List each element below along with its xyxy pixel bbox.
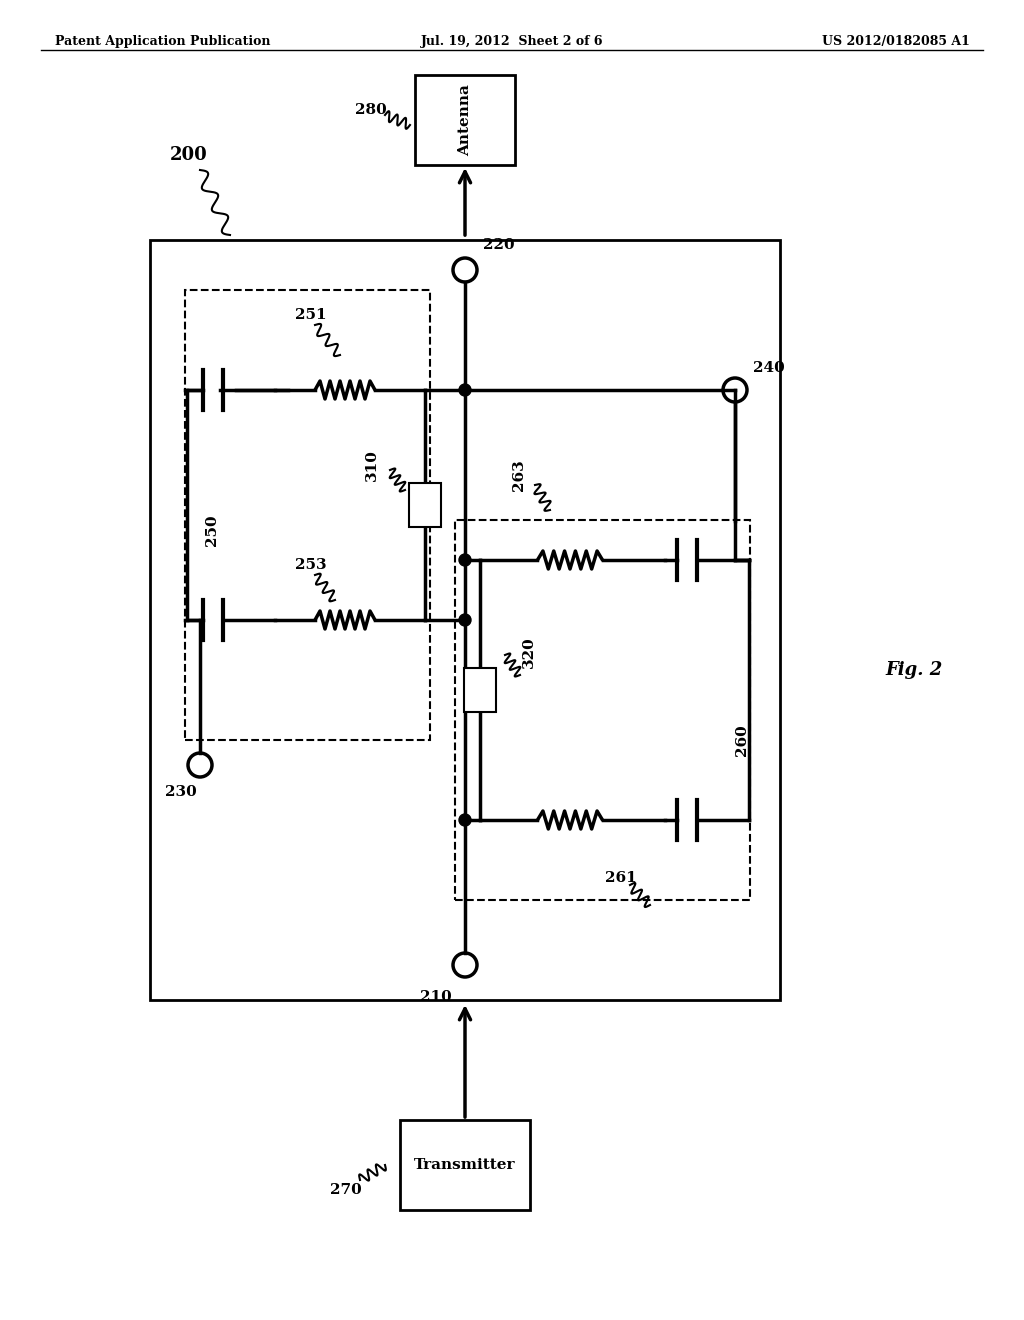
Text: US 2012/0182085 A1: US 2012/0182085 A1 (822, 36, 970, 48)
Bar (400, 1119, 530, 1210)
Text: Jul. 19, 2012  Sheet 2 of 6: Jul. 19, 2012 Sheet 2 of 6 (421, 36, 603, 48)
Circle shape (459, 814, 471, 826)
Text: 251: 251 (295, 308, 327, 322)
Text: 260: 260 (735, 725, 749, 756)
Text: 320: 320 (522, 636, 536, 668)
Bar (150, 240, 780, 1001)
Text: Antenna: Antenna (458, 84, 472, 156)
Text: 200: 200 (170, 147, 208, 164)
Text: 270: 270 (330, 1183, 361, 1197)
Text: Transmitter: Transmitter (415, 1158, 516, 1172)
Bar (409, 483, 441, 527)
Text: 280: 280 (355, 103, 387, 117)
Text: 250: 250 (205, 515, 219, 545)
Text: 263: 263 (512, 459, 526, 491)
Text: 261: 261 (605, 871, 637, 884)
Text: 310: 310 (365, 449, 379, 480)
Text: Patent Application Publication: Patent Application Publication (55, 36, 270, 48)
Text: 240: 240 (753, 360, 784, 375)
Bar (464, 668, 496, 711)
Circle shape (459, 614, 471, 626)
Text: 220: 220 (483, 238, 515, 252)
Text: 230: 230 (165, 785, 197, 799)
Bar (455, 520, 750, 900)
Circle shape (459, 384, 471, 396)
Text: 210: 210 (420, 990, 452, 1005)
Text: Fig. 2: Fig. 2 (885, 661, 942, 678)
Bar (185, 290, 430, 741)
Circle shape (459, 554, 471, 566)
Text: 253: 253 (295, 558, 327, 572)
Bar (415, 75, 515, 165)
